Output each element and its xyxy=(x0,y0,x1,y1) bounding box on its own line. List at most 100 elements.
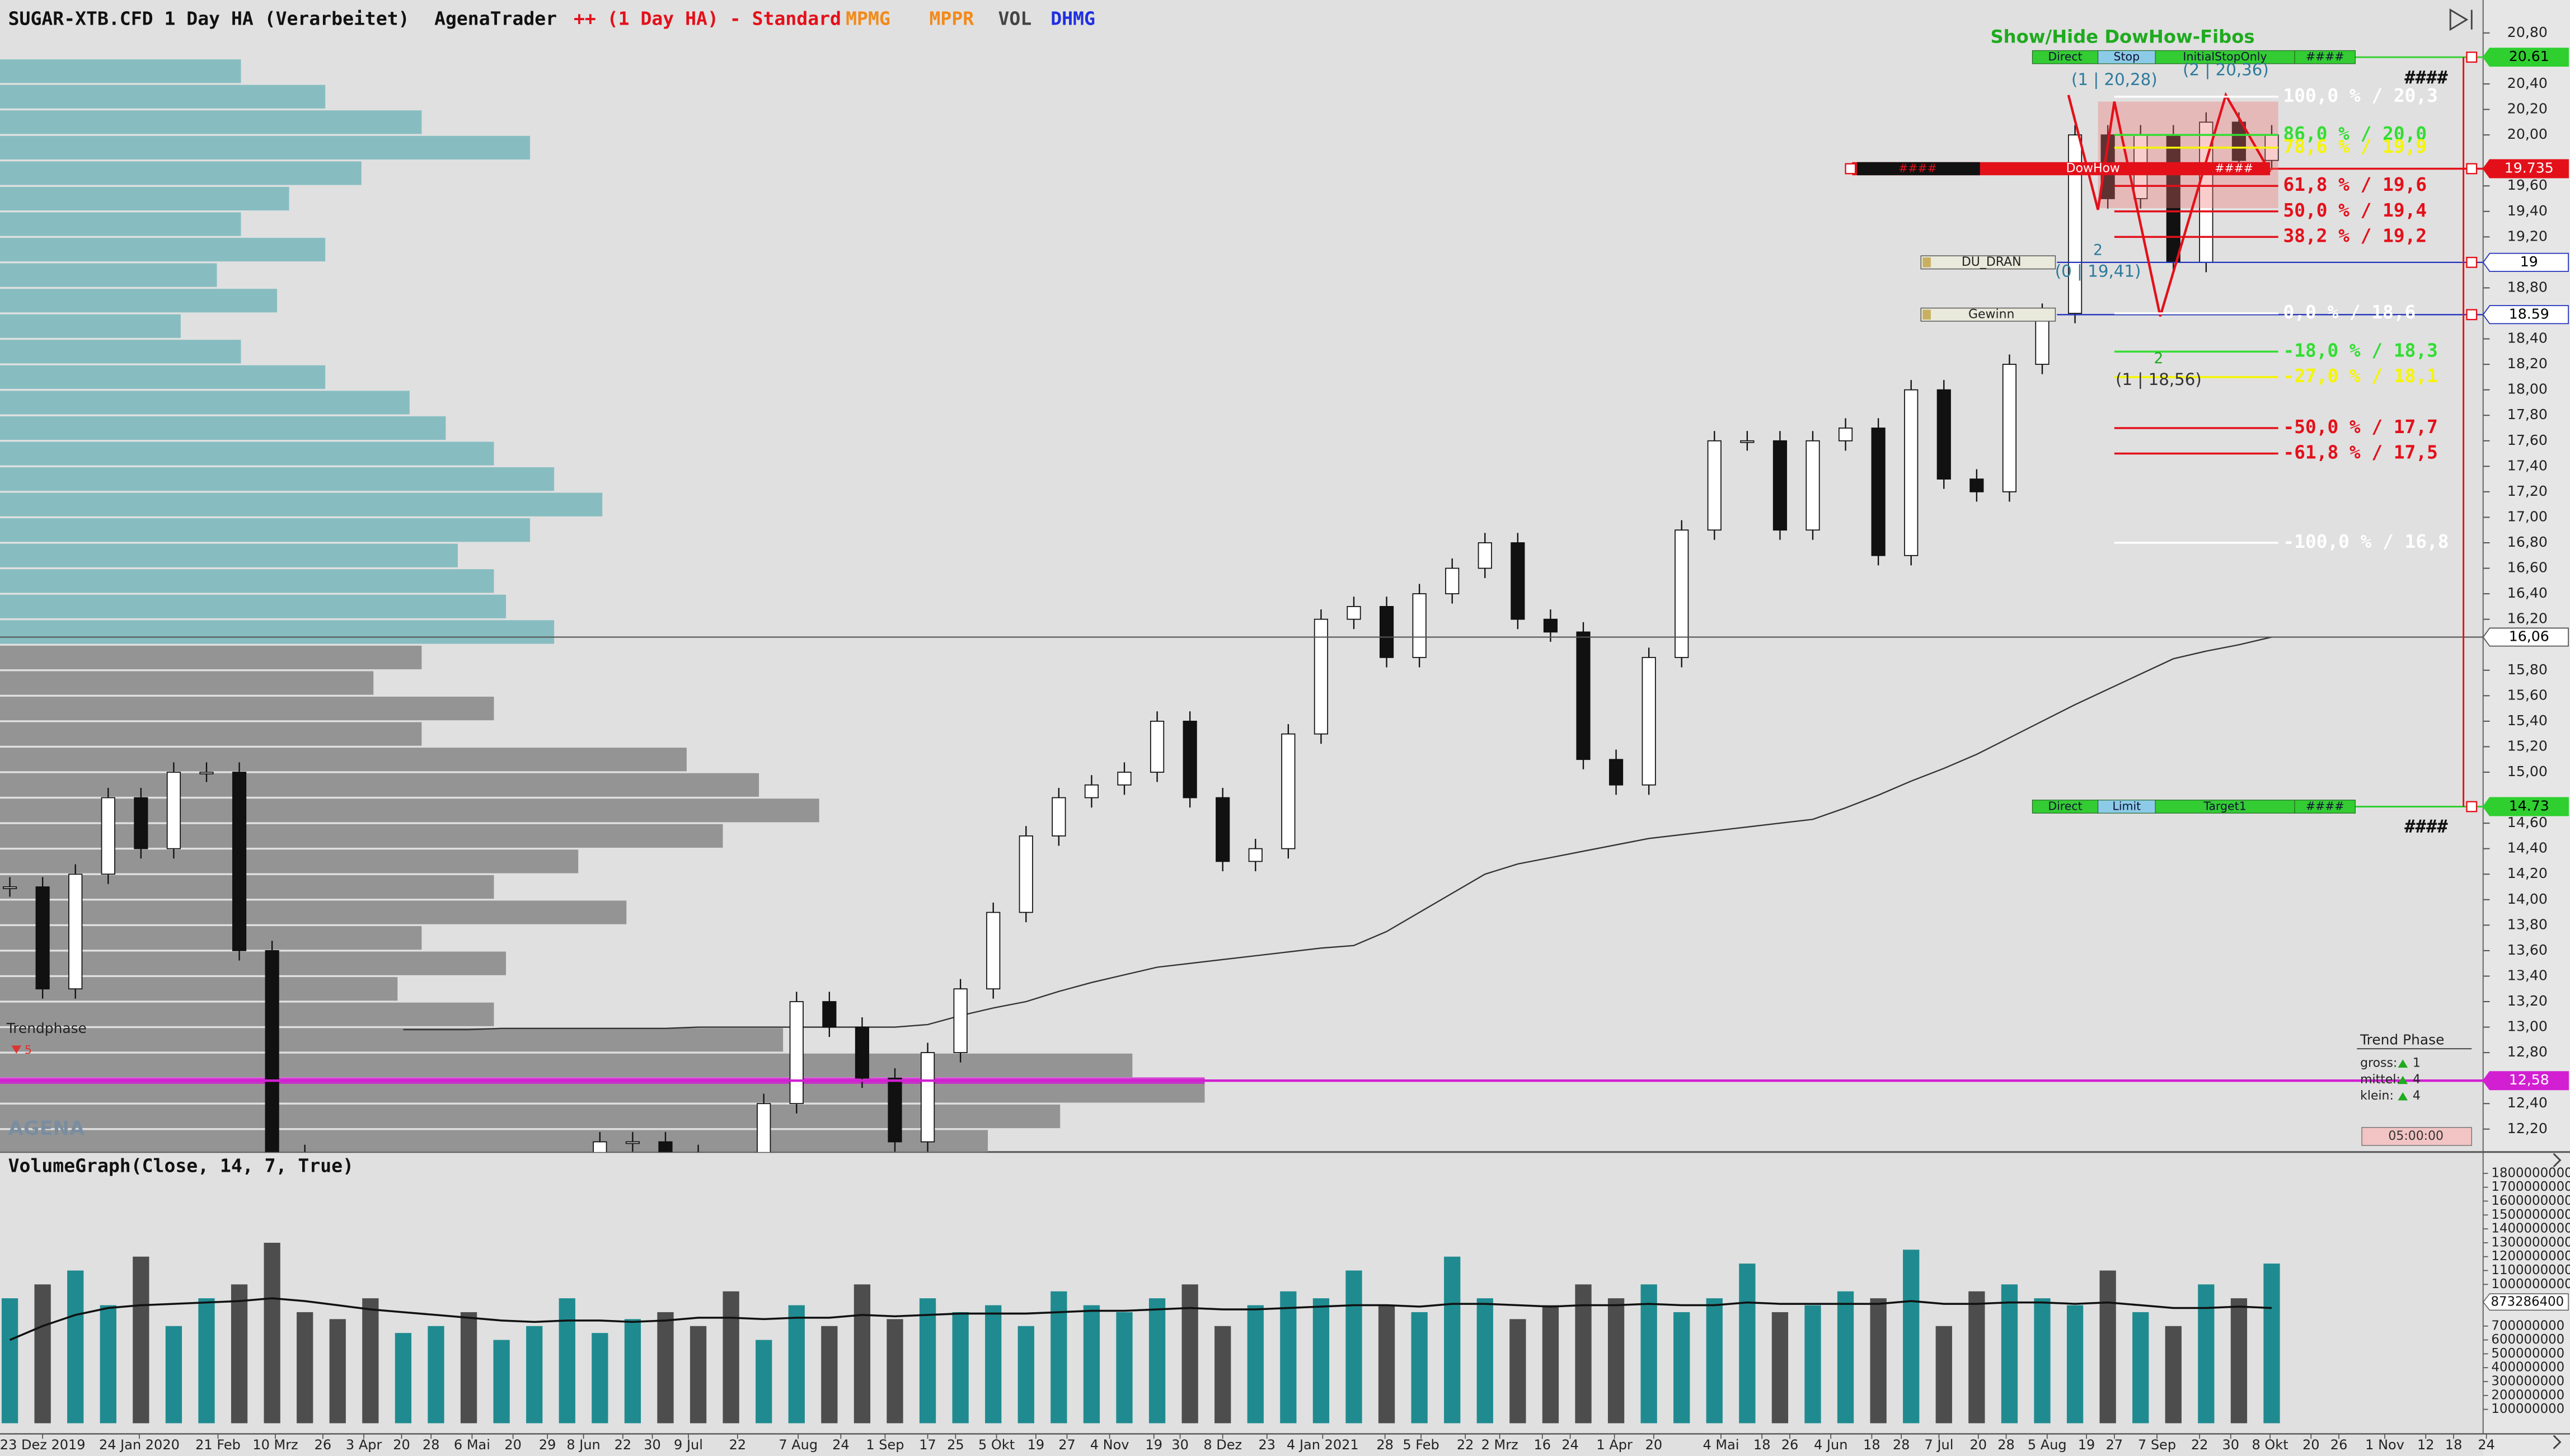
wave-detail: (0 | 19,41) xyxy=(2055,262,2141,281)
x-tick-label: 29 xyxy=(539,1437,556,1453)
x-tick-label: 28 xyxy=(1893,1437,1910,1453)
close-box[interactable] xyxy=(2466,51,2478,63)
order-button[interactable] xyxy=(2294,800,2356,814)
volume-bar xyxy=(1411,1312,1428,1424)
x-tick-label: 19 xyxy=(1145,1437,1162,1453)
y-tick-label: 100000000 xyxy=(2491,1402,2564,1416)
indicator-toggle[interactable]: MPMG xyxy=(846,8,890,30)
close-box[interactable] xyxy=(2466,256,2478,268)
x-tick-label: 21 Feb xyxy=(195,1437,241,1453)
y-tick-label: 17,20 xyxy=(2507,483,2548,499)
x-tick-label: 8 Okt xyxy=(2252,1437,2288,1453)
candle xyxy=(35,886,50,990)
candle xyxy=(1707,440,1722,531)
profile-bar xyxy=(0,263,217,287)
volume-bar xyxy=(657,1312,674,1424)
close-box[interactable] xyxy=(2466,309,2478,321)
candle xyxy=(1675,529,1689,658)
order-line-box[interactable] xyxy=(1920,255,2056,270)
candle xyxy=(1740,440,1755,443)
volume-bar xyxy=(362,1298,379,1424)
volume-bar xyxy=(133,1256,149,1424)
x-tick-label: 19 xyxy=(1028,1437,1045,1453)
x-tick-label: 24 xyxy=(832,1437,850,1453)
swing-lines xyxy=(2067,92,2271,317)
x-tick-label: 22 xyxy=(2191,1437,2208,1453)
indicator-toggle[interactable]: VOL xyxy=(998,8,1032,30)
volume-bar xyxy=(1575,1284,1592,1424)
y-tick-label: 20,00 xyxy=(2507,126,2548,142)
x-tick-label: 20 xyxy=(1645,1437,1663,1453)
order-line-box[interactable] xyxy=(1920,307,2056,322)
volume-bar xyxy=(624,1319,641,1424)
y-tick-label: 1500000000 xyxy=(2491,1208,2570,1222)
y-tick-label: 13,80 xyxy=(2507,916,2548,932)
profile-bar xyxy=(0,773,759,797)
fib-label: -61,8 % / 17,5 xyxy=(2283,442,2438,463)
close-box[interactable] xyxy=(2466,801,2478,812)
indicator-toggle[interactable]: DHMG xyxy=(1050,8,1095,30)
profile-bar xyxy=(0,977,398,1001)
order-button-label: Direct xyxy=(2048,50,2082,63)
profile-bar xyxy=(0,722,422,746)
volume-bar xyxy=(1673,1312,1690,1424)
volume-bar xyxy=(165,1326,182,1424)
y-tick-label: 200000000 xyxy=(2491,1388,2564,1402)
candle xyxy=(1608,759,1624,786)
dowhow-mark: #### xyxy=(1898,161,1937,175)
volume-bar xyxy=(1935,1326,1952,1424)
profile-bar xyxy=(0,84,326,109)
price-tag-label: 19.735 xyxy=(2505,159,2554,176)
x-tick-label: 30 xyxy=(2222,1437,2240,1453)
volume-bar xyxy=(2198,1284,2215,1424)
volume-bar xyxy=(2099,1270,2116,1424)
candle xyxy=(232,772,247,951)
fib-toggle[interactable]: Show/Hide DowHow-Fibos xyxy=(1990,26,2254,47)
x-tick-label: 18 xyxy=(2445,1437,2463,1453)
x-tick-label: 1 Apr xyxy=(1596,1437,1633,1453)
x-tick-label: 17 xyxy=(919,1437,936,1453)
volume-bar xyxy=(2230,1298,2248,1424)
volume-bar xyxy=(559,1298,575,1424)
price-tag xyxy=(2482,305,2569,325)
volume-bar xyxy=(1640,1284,1657,1424)
close-box[interactable] xyxy=(1845,163,1856,175)
x-tick-label: 28 xyxy=(1376,1437,1394,1453)
profile-bar xyxy=(0,59,241,83)
x-tick-label: 23 Dez 2019 xyxy=(0,1437,86,1453)
profile-bar xyxy=(0,697,494,721)
volume-bar xyxy=(2263,1264,2280,1424)
y-tick-label: 15,80 xyxy=(2507,661,2548,678)
volume-bar xyxy=(821,1326,838,1424)
profile-bar xyxy=(0,212,241,236)
fib-zone xyxy=(2098,101,2278,208)
profile-bar xyxy=(0,926,422,950)
y-tick-label: 1100000000 xyxy=(2491,1263,2570,1277)
candle xyxy=(199,772,214,774)
profile-bar xyxy=(0,951,507,975)
volume-bar xyxy=(952,1312,969,1424)
volume-bar xyxy=(1148,1298,1166,1424)
volume-bar xyxy=(756,1340,772,1424)
y-tick-label: 18,20 xyxy=(2507,355,2548,372)
y-tick-label: 14,00 xyxy=(2507,891,2548,907)
y-tick-label: 13,00 xyxy=(2507,1018,2548,1035)
x-tick-label: 5 Aug xyxy=(2028,1437,2067,1453)
indicator-toggle[interactable]: MPPR xyxy=(930,8,974,30)
candle xyxy=(1347,606,1361,620)
price-tag-label: 20.61 xyxy=(2509,48,2549,64)
x-tick-label: 22 xyxy=(729,1437,747,1453)
fib-label: 61,8 % / 19,6 xyxy=(2283,174,2427,195)
profile-bar xyxy=(0,238,326,262)
swing-label: (1 | 20,28) xyxy=(2071,70,2158,90)
candle xyxy=(1936,389,1951,480)
volume-bar xyxy=(1345,1270,1362,1424)
candle xyxy=(789,1001,804,1105)
collapse-icon[interactable] xyxy=(2449,8,2473,31)
scroll-icon[interactable] xyxy=(2553,1153,2562,1449)
profile-bar xyxy=(0,824,723,848)
order-button[interactable] xyxy=(2294,50,2356,64)
y-tick-label: 16,80 xyxy=(2507,534,2548,550)
close-box[interactable] xyxy=(2466,163,2478,175)
profile-bar xyxy=(0,186,289,211)
